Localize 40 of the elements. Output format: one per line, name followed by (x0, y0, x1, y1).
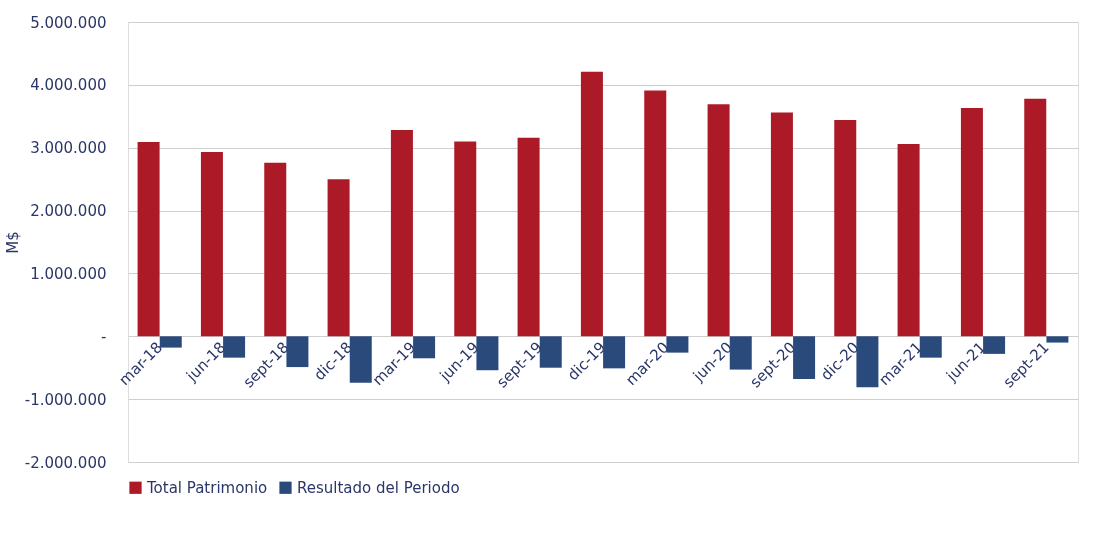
bar (603, 336, 626, 369)
y-tick-label: -2.000.000 (24, 453, 107, 472)
bar (707, 104, 730, 337)
y-tick-label: - (101, 327, 107, 346)
bar (983, 336, 1006, 354)
bar (539, 336, 562, 368)
y-axis-title: M$ (3, 231, 22, 254)
bar (770, 112, 793, 337)
bar (200, 152, 223, 337)
bar (454, 141, 477, 337)
bar (793, 336, 816, 380)
bar (286, 336, 309, 368)
y-tick-label: 5.000.000 (30, 13, 107, 32)
bar (1024, 98, 1047, 337)
bar (264, 162, 287, 337)
bar (960, 108, 983, 337)
y-tick-label: 3.000.000 (30, 139, 107, 158)
bar (413, 336, 436, 359)
bar (856, 336, 879, 388)
bar (580, 71, 603, 337)
bar (729, 336, 752, 370)
bar (919, 336, 942, 358)
bar (644, 90, 667, 337)
bar (137, 142, 160, 337)
y-tick-label: 2.000.000 (30, 202, 107, 221)
bar (517, 137, 540, 337)
y-tick-label: -1.000.000 (24, 390, 107, 409)
bar (1046, 336, 1069, 343)
bar (897, 143, 920, 337)
legend-label: Resultado del Periodo (297, 478, 460, 497)
bar (476, 336, 499, 371)
bar (834, 120, 857, 337)
bar (327, 179, 350, 337)
y-tick-label: 1.000.000 (30, 264, 107, 283)
y-tick-label: 4.000.000 (30, 76, 107, 95)
bar (223, 336, 246, 358)
bar (349, 336, 372, 383)
legend-label: Total Patrimonio (146, 478, 268, 497)
bar (666, 336, 689, 353)
bar (390, 130, 413, 337)
